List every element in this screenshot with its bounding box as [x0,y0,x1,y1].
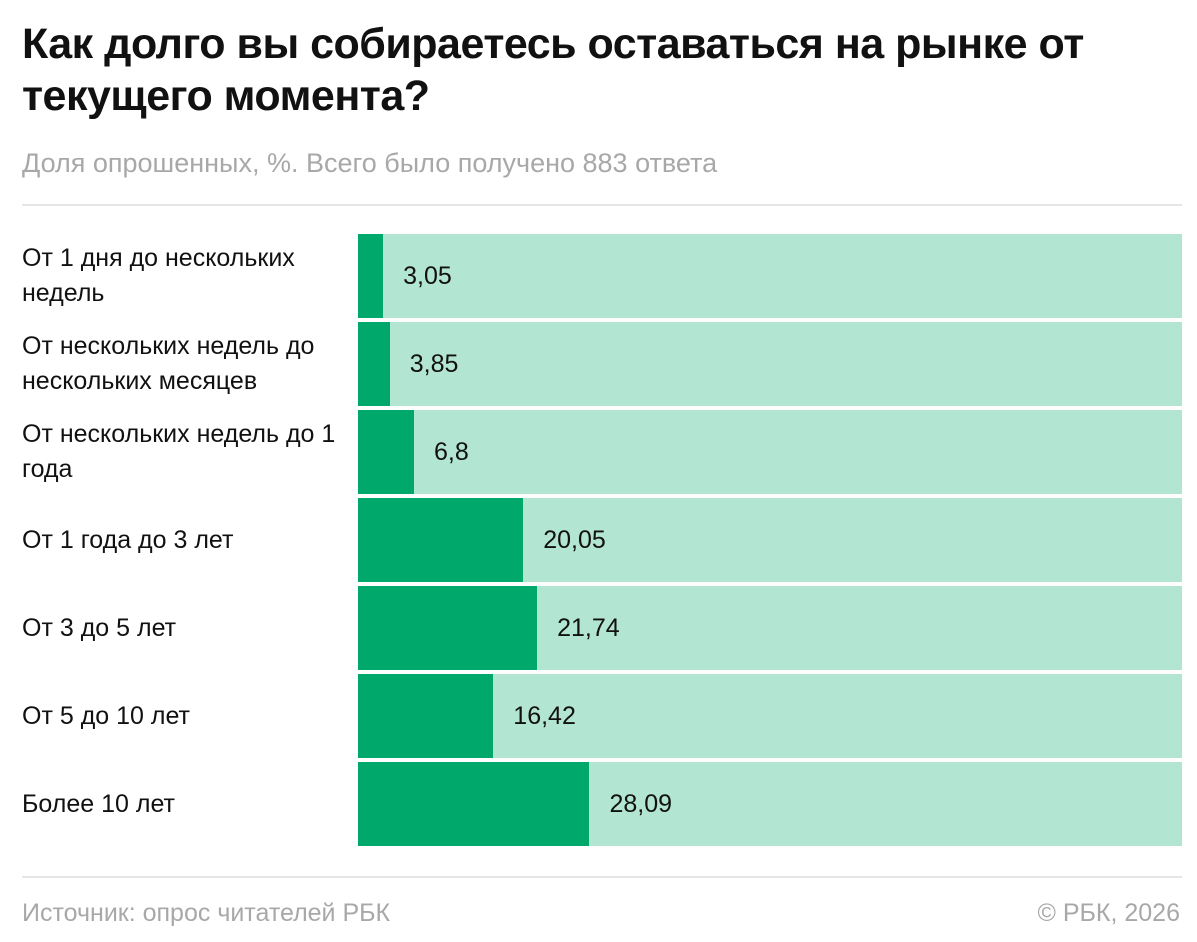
category-label: От нескольких недель до нескольких месяц… [22,332,315,395]
chart-subtitle: Доля опрошенных, %. Всего было получено … [22,148,718,178]
bar-row: От нескольких недель до нескольких месяц… [22,322,1182,406]
bar-track: 3,05 [358,234,1182,318]
top-divider [22,204,1182,206]
bar [358,234,384,318]
value-label: 3,85 [409,349,459,378]
bar-track: 6,8 [358,410,1182,494]
bar [358,322,390,406]
bar-track: 21,74 [358,586,1182,670]
category-label: От 3 до 5 лет [22,613,177,642]
value-label: 20,05 [543,525,606,554]
bar-chart: От 1 дня до нескольких недель 3,05 От неск… [22,234,1182,850]
bar [358,410,415,494]
value-label: 6,8 [434,437,469,466]
value-label: 21,74 [557,613,620,642]
bar-row: От нескольких недель до 1 года 6,8 [22,410,1182,494]
bottom-divider [22,876,1182,878]
value-label: 3,05 [403,261,452,290]
category-label: От 5 до 10 лет [22,701,190,730]
source-note: Источник: опрос читателей РБК [22,899,391,927]
bar [358,498,524,582]
category-label: От нескольких недель до 1 года [22,420,336,483]
bar [358,586,538,670]
copyright-note: © РБК, 2026 [1037,899,1180,927]
category-label: От 1 дня до нескольких недель [22,244,295,307]
bar [358,762,590,846]
value-label: 28,09 [609,789,673,818]
bar-track: 16,42 [358,674,1182,758]
bar-track: 3,85 [358,322,1182,406]
bar-row: От 1 года до 3 лет 20,05 [22,498,1182,582]
bar-track: 20,05 [358,498,1182,582]
bar-row: Более 10 лет 28,09 [22,762,1182,846]
category-label: От 1 года до 3 лет [22,525,234,554]
bar-row: От 1 дня до нескольких недель 3,05 [22,234,1182,318]
bar-row: От 5 до 10 лет 16,42 [22,674,1182,758]
category-label: Более 10 лет [22,789,175,818]
bar [358,674,494,758]
bar-row: От 3 до 5 лет 21,74 [22,586,1182,670]
chart-title: Как долго вы собираетесь оставаться на р… [22,20,1084,120]
value-label: 16,42 [513,701,576,730]
bar-track: 28,09 [358,762,1182,846]
